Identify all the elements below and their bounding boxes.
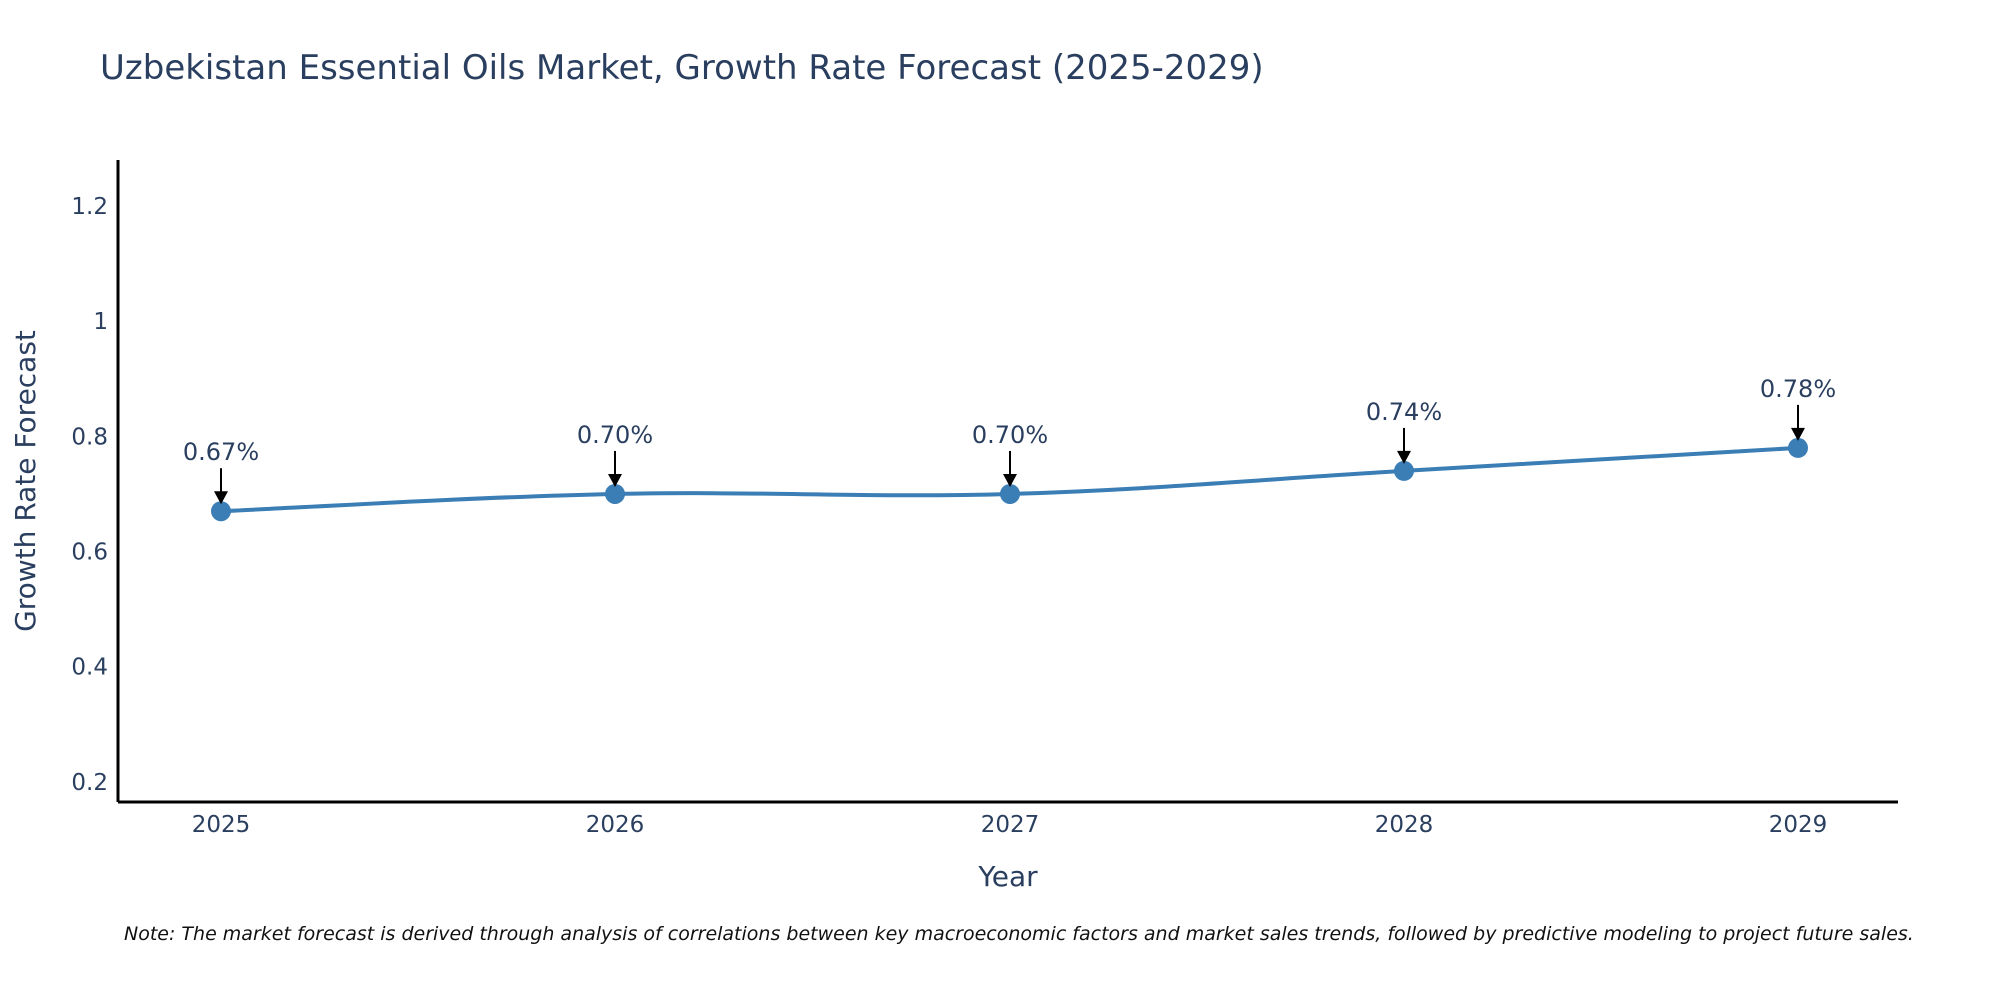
- annotation-arrow-head: [1791, 427, 1805, 441]
- data-label: 0.74%: [1366, 398, 1442, 426]
- data-markers: [211, 437, 1808, 522]
- data-point-marker: [1394, 460, 1414, 481]
- y-tick-label: 0.2: [71, 770, 108, 796]
- data-label: 0.67%: [183, 438, 259, 466]
- x-tick-label: 2028: [1375, 812, 1434, 838]
- data-point-marker: [1000, 483, 1020, 504]
- annotation-arrow-head: [1003, 473, 1017, 487]
- x-axis-title: Year: [977, 860, 1038, 893]
- y-tick-label: 1: [93, 309, 108, 335]
- x-tick-label: 2026: [586, 812, 645, 838]
- y-axis-title: Growth Rate Forecast: [9, 330, 42, 632]
- data-label: 0.70%: [577, 421, 653, 449]
- y-tick-label: 0.4: [71, 655, 108, 681]
- x-tick-label: 2025: [192, 812, 251, 838]
- data-label: 0.78%: [1760, 375, 1836, 403]
- annotation-arrow-head: [1397, 450, 1411, 464]
- forecast-note: Note: The market forecast is derived thr…: [124, 923, 1914, 945]
- annotation-arrow-head: [214, 491, 228, 505]
- y-tick-label: 0.6: [71, 540, 108, 566]
- x-tick-label: 2029: [1769, 812, 1828, 838]
- y-tick-label: 0.8: [71, 424, 108, 450]
- data-label: 0.70%: [972, 421, 1048, 449]
- y-axis-ticks: 0.2 0.4 0.6 0.8 1 1.2: [71, 194, 108, 796]
- data-annotations: 0.67% 0.70% 0.70% 0.74% 0.78%: [183, 375, 1836, 505]
- x-axis-ticks: 2025 2026 2027 2028 2029: [192, 812, 1828, 838]
- data-point-marker: [605, 483, 625, 504]
- data-point-marker: [211, 501, 231, 522]
- data-point-marker: [1788, 437, 1808, 458]
- y-tick-label: 1.2: [71, 194, 108, 220]
- annotation-arrow-head: [608, 473, 622, 487]
- chart-title: Uzbekistan Essential Oils Market, Growth…: [100, 48, 1264, 88]
- x-tick-label: 2027: [981, 812, 1040, 838]
